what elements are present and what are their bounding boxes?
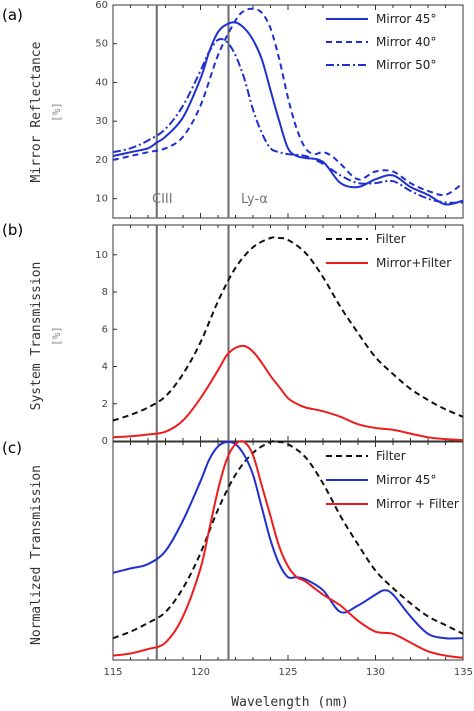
ytick-label-a-0: 10 (95, 194, 108, 205)
ytick-label-b-4: 8 (102, 287, 108, 298)
ytick-label-b-1: 2 (102, 399, 108, 410)
ytick-label-b-3: 6 (102, 324, 108, 335)
xtick-label-1: 120 (191, 667, 210, 678)
vline-label-1: Ly-α (241, 192, 268, 207)
ytick-label-a-3: 40 (95, 77, 108, 88)
xtick-label-0: 115 (103, 667, 122, 678)
ytick-label-b-5: 10 (95, 250, 108, 261)
vline-label-0: CIII (152, 192, 173, 207)
xtick-label-3: 130 (366, 667, 385, 678)
series-line-c-0 (112, 440, 464, 640)
legend-label-a-1: Mirror 40° (376, 35, 436, 49)
legend-label-c-2: Mirror + Filter (376, 497, 459, 511)
ytick-label-a-1: 20 (95, 155, 108, 166)
ytick-label-a-2: 30 (95, 116, 108, 127)
panel-label-a: (a) (2, 6, 23, 24)
xlabel: Wavelength (nm) (231, 695, 348, 710)
legend-label-c-1: Mirror 45° (376, 473, 436, 487)
panel-c: Filter Mirror 45° Mirror + Filter (112, 440, 464, 661)
legend-label-b-0: Filter (376, 232, 406, 246)
ylabel-c: Normalized Transmission (29, 465, 44, 645)
legend-label-b-1: Mirror+Filter (376, 256, 451, 270)
series-line-a-0 (112, 21, 464, 206)
ytick-label-b-2: 4 (102, 362, 108, 373)
series-line-a-2 (112, 38, 464, 204)
ylabel-a: Mirror Reflectance (29, 41, 44, 182)
ylabel-b: System Transmission (29, 262, 44, 411)
series-line-a-1 (112, 7, 464, 197)
legend-label-a-0: Mirror 45° (376, 12, 436, 26)
legend-label-c-0: Filter (376, 449, 406, 463)
series-line-b-0 (112, 236, 464, 422)
ytick-label-a-5: 60 (95, 0, 108, 11)
yunit-a: [%] (50, 102, 63, 122)
series-line-c-2 (112, 440, 464, 659)
panel-label-b: (b) (2, 221, 23, 239)
xtick-label-4: 135 (454, 667, 473, 678)
panel-b: 0 2 4 6 8 10 Filter Mirror+Filter (95, 224, 464, 447)
yunit-b: [%] (50, 326, 63, 346)
ytick-label-a-4: 50 (95, 39, 108, 50)
legend-label-a-2: Mirror 50° (376, 58, 436, 72)
series-line-c-1 (112, 440, 464, 640)
panel-label-c: (c) (2, 439, 22, 457)
series-line-b-1 (112, 344, 464, 442)
xtick-label-2: 125 (278, 667, 297, 678)
ytick-label-b-0: 0 (102, 436, 108, 447)
panel-a: 10 20 30 40 50 60 Mirror 45° Mirror 40° Mirror 5… (95, 0, 464, 219)
